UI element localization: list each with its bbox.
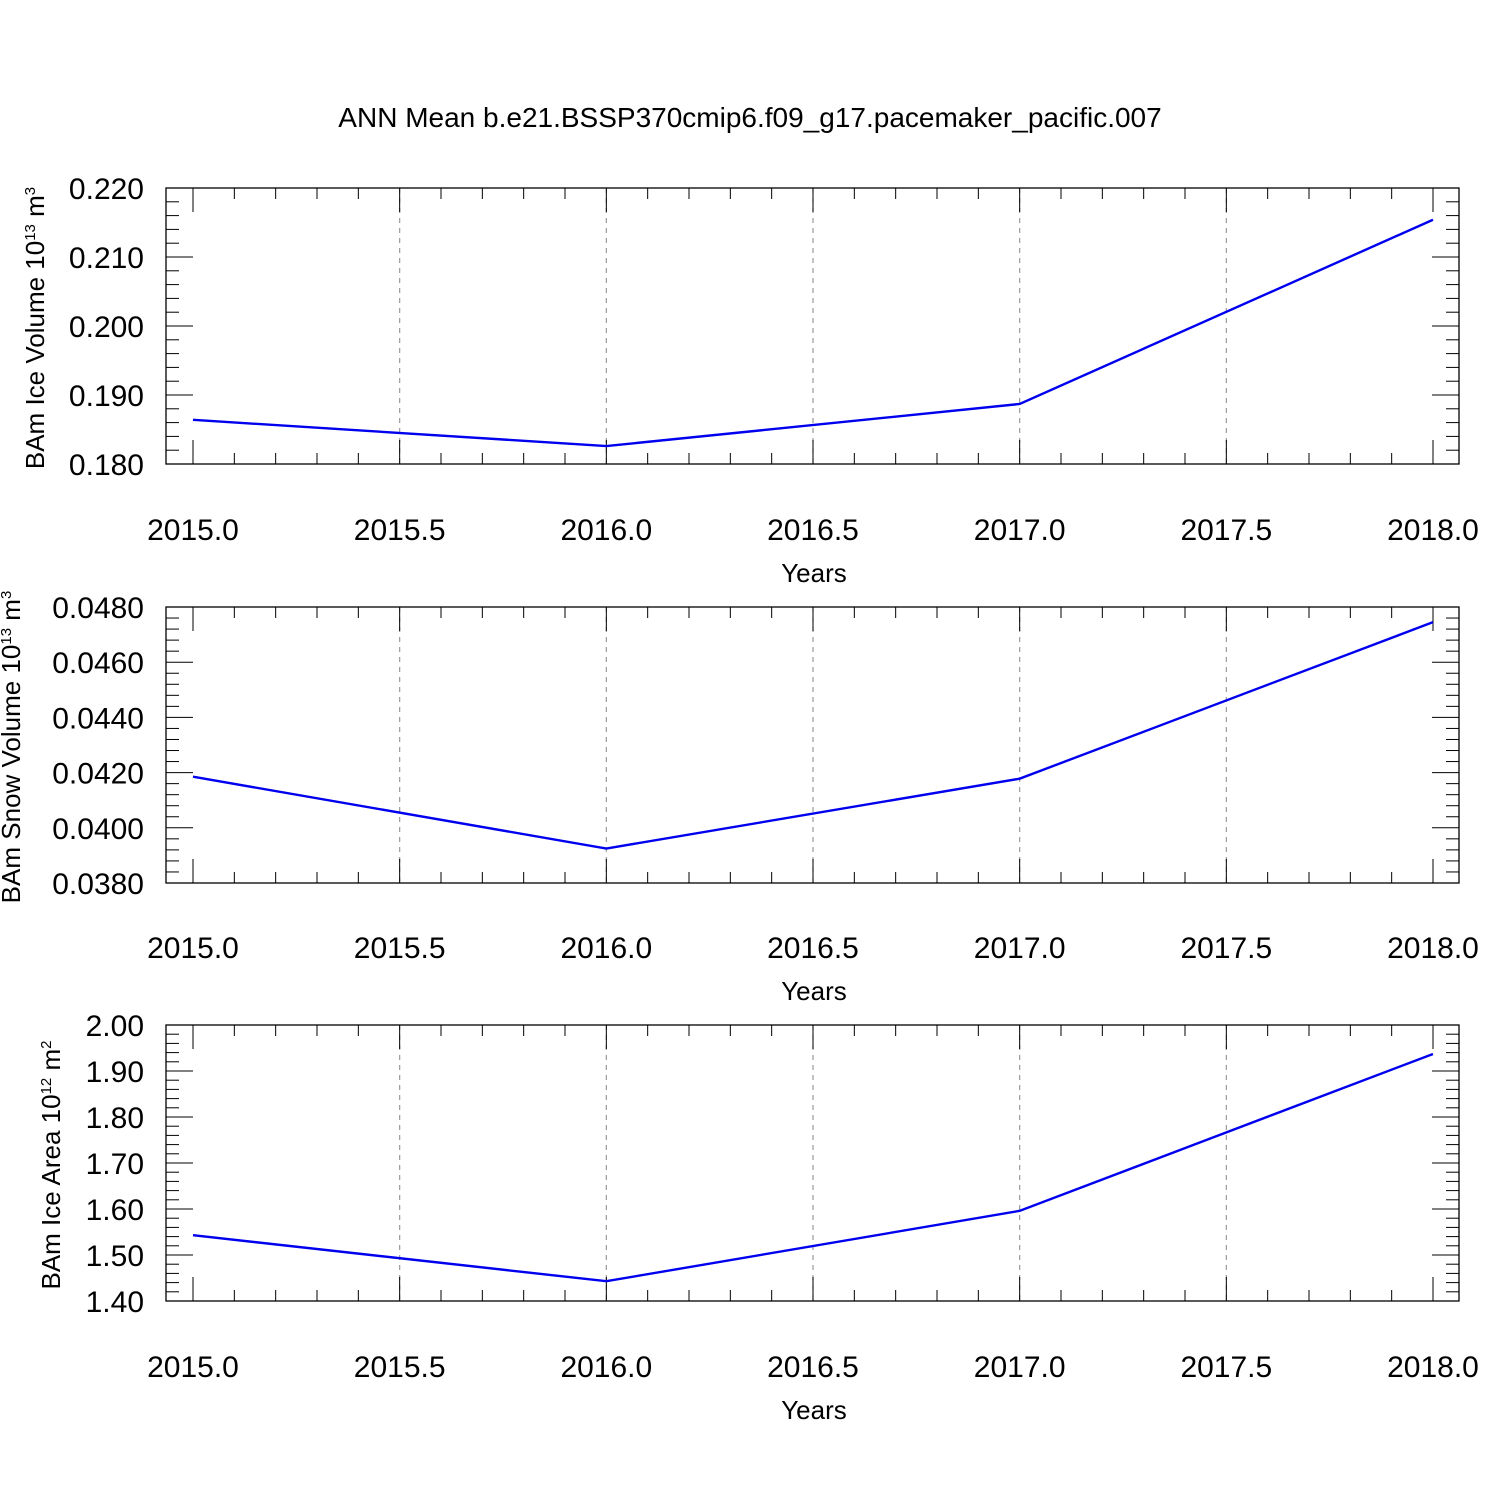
y-tick-label: 1.70 bbox=[86, 1148, 144, 1181]
x-tick-label: 2016.0 bbox=[560, 514, 652, 547]
x-tick-label: 2018.0 bbox=[1387, 932, 1479, 965]
x-tick-label: 2017.5 bbox=[1180, 514, 1272, 547]
plot-frame bbox=[165, 187, 1460, 465]
x-tick-label: 2015.0 bbox=[147, 1351, 239, 1384]
x-tick-label: 2016.5 bbox=[767, 1351, 859, 1384]
x-tick-label: 2015.5 bbox=[354, 1351, 446, 1384]
y-tick-label: 0.0420 bbox=[52, 758, 144, 791]
x-tick-label: 2018.0 bbox=[1387, 1351, 1479, 1384]
x-tick-label: 2015.5 bbox=[354, 932, 446, 965]
x-tick-label: 2016.0 bbox=[560, 1351, 652, 1384]
y-tick-label: 0.190 bbox=[69, 380, 144, 413]
y-axis-title: BAm Ice Area 1012 m2 bbox=[36, 1040, 66, 1289]
x-tick-label: 2017.0 bbox=[974, 1351, 1066, 1384]
y-tick-label: 0.220 bbox=[69, 173, 144, 206]
y-tick-label: 0.210 bbox=[69, 242, 144, 275]
y-tick-label: 0.0400 bbox=[52, 813, 144, 846]
y-tick-label: 1.60 bbox=[86, 1194, 144, 1227]
x-tick-label: 2016.5 bbox=[767, 514, 859, 547]
panel-3: 2015.0 2015.5 2016.0 2016.5 2017.0 2017.5 2018… bbox=[36, 1010, 1479, 1425]
x-tick-label: 2015.0 bbox=[147, 514, 239, 547]
x-tick-label: 2017.5 bbox=[1180, 932, 1272, 965]
x-axis-title: Years bbox=[781, 976, 847, 1006]
x-axis-title: Years bbox=[781, 558, 847, 588]
y-tick-label: 2.00 bbox=[86, 1010, 144, 1043]
y-tick-label: 0.0480 bbox=[52, 592, 144, 625]
main-title: ANN Mean b.e21.BSSP370cmip6.f09_g17.pace… bbox=[338, 102, 1161, 133]
y-tick-label: 0.0380 bbox=[52, 868, 144, 901]
series-line bbox=[192, 621, 1434, 850]
x-tick-label: 2017.5 bbox=[1180, 1351, 1272, 1384]
plot-frame bbox=[165, 1024, 1460, 1302]
y-axis-title: BAm Snow Volume 1013 m3 bbox=[0, 591, 26, 904]
x-tick-label: 2016.5 bbox=[767, 932, 859, 965]
y-tick-label: 1.90 bbox=[86, 1056, 144, 1089]
y-tick-label: 1.40 bbox=[86, 1286, 144, 1319]
plot-frame bbox=[165, 606, 1460, 884]
y-tick-label: 1.50 bbox=[86, 1240, 144, 1273]
series-line bbox=[192, 218, 1434, 448]
panel-1: 2015.0 2015.5 2016.0 2016.5 2017.0 2017.5 2018… bbox=[20, 173, 1479, 588]
series-line bbox=[192, 1052, 1434, 1283]
x-tick-label: 2017.0 bbox=[974, 932, 1066, 965]
y-tick-label: 0.200 bbox=[69, 311, 144, 344]
y-axis-title: BAm Ice Volume 1013 m3 bbox=[20, 187, 50, 469]
x-tick-label: 2015.0 bbox=[147, 932, 239, 965]
y-tick-label: 0.0440 bbox=[52, 702, 144, 735]
x-tick-label: 2018.0 bbox=[1387, 514, 1479, 547]
y-tick-label: 0.0460 bbox=[52, 647, 144, 680]
y-tick-label: 1.80 bbox=[86, 1102, 144, 1135]
panel-2: 2015.0 2015.5 2016.0 2016.5 2017.0 2017.5 2018… bbox=[0, 591, 1479, 1006]
x-axis-title: Years bbox=[781, 1395, 847, 1425]
x-tick-label: 2016.0 bbox=[560, 932, 652, 965]
x-tick-label: 2017.0 bbox=[974, 514, 1066, 547]
y-tick-label: 0.180 bbox=[69, 449, 144, 482]
x-tick-label: 2015.5 bbox=[354, 514, 446, 547]
